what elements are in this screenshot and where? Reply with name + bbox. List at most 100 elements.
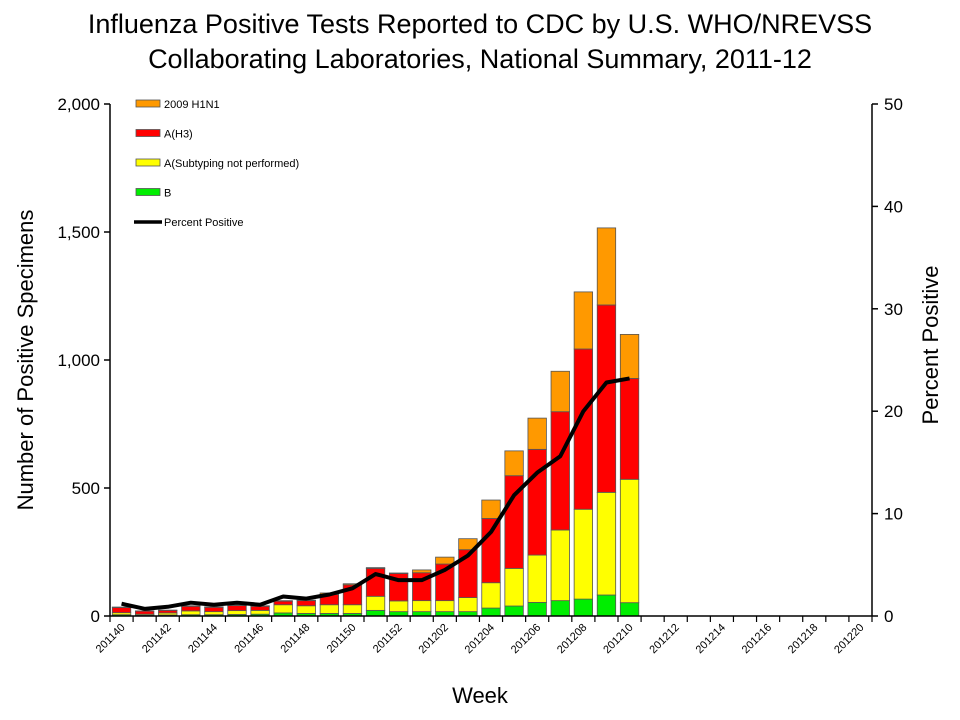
bar-2009-h1n1-201152 — [388, 572, 409, 574]
bar-a-h3--201207 — [550, 411, 570, 531]
bars — [111, 227, 640, 617]
y2-tick-label: 20 — [884, 402, 903, 421]
x-tick-label: 201204 — [463, 622, 497, 656]
bar-2009-h1n1-201206 — [527, 417, 547, 450]
x-tick-label: 201216 — [740, 622, 774, 656]
legend-label: 2009 H1N1 — [164, 99, 220, 111]
bar-a-subtyping-not-performed--201144 — [204, 611, 224, 616]
x-tick-label: 201220 — [832, 622, 866, 656]
bar-a-h3--201208 — [573, 348, 593, 510]
bar-a-subtyping-not-performed--201205 — [504, 567, 524, 607]
bar-a-subtyping-not-performed--201150 — [342, 604, 363, 614]
y2-tick-label: 50 — [884, 95, 903, 114]
x-tick-label: 201212 — [647, 622, 681, 656]
bar-a-h3--201144 — [204, 606, 224, 613]
legend-swatch — [135, 188, 161, 196]
bar-2009-h1n1-201208 — [573, 291, 593, 350]
bar-a-h3--201141 — [134, 610, 155, 615]
bar-2009-h1n1-201210 — [619, 333, 640, 379]
bar-a-h3--201210 — [619, 378, 640, 480]
axes: 0 500 1,000 1,500 2,000 0 10 20 30 40 50 201140 2011… — [57, 95, 902, 656]
bar-2009-h1n1-201204 — [481, 499, 501, 519]
legend-item: B — [135, 188, 171, 200]
x-tick-label: 201152 — [371, 622, 405, 656]
bar-b-201151 — [365, 609, 386, 617]
bar-b-201204 — [481, 607, 501, 617]
bar-a-subtyping-not-performed--201203 — [458, 597, 478, 613]
bar-2009-h1n1-201209 — [596, 227, 617, 306]
legend-swatch — [135, 158, 161, 167]
y2-tick-label: 30 — [884, 300, 903, 319]
bar-a-h3--201143 — [181, 605, 201, 612]
bar-2009-h1n1-201151 — [365, 567, 386, 569]
bar-a-h3--201204 — [481, 518, 501, 584]
x-tick-label: 201202 — [416, 622, 450, 656]
legend-item: 2009 H1N1 — [135, 99, 220, 111]
legend-swatch — [135, 129, 161, 137]
legend: 2009 H1N1 A(H3) A(Subtyping not performed)… — [134, 99, 299, 229]
y-axis-label: Number of Positive Specimens — [13, 210, 38, 511]
x-tick-label: 201148 — [279, 622, 313, 656]
bar-b-201207 — [550, 600, 570, 617]
x-tick-label: 201144 — [186, 622, 220, 656]
bar-a-subtyping-not-performed--201204 — [481, 582, 501, 609]
bar-b-201210 — [619, 602, 640, 617]
y-tick-label: 0 — [91, 607, 100, 626]
bar-a-subtyping-not-performed--201147 — [273, 604, 293, 614]
y-tick-label: 1,000 — [57, 351, 100, 370]
bar-a-subtyping-not-performed--201206 — [527, 554, 547, 603]
percent-positive-line — [121, 376, 630, 611]
bar-a-subtyping-not-performed--201152 — [388, 600, 409, 613]
bar-a-subtyping-not-performed--201148 — [296, 605, 316, 614]
bar-a-h3--201147 — [273, 600, 293, 606]
bar-a-h3--201146 — [250, 605, 270, 611]
bar-a-subtyping-not-performed--201210 — [619, 478, 640, 604]
bar-a-subtyping-not-performed--201149 — [319, 604, 339, 614]
y-tick-label: 1,500 — [57, 223, 100, 242]
bar-a-subtyping-not-performed--201145 — [227, 610, 247, 615]
x-tick-label: 201210 — [601, 622, 635, 656]
x-tick-label: 201208 — [555, 622, 589, 656]
bar-a-h3--201206 — [527, 448, 547, 556]
legend-item: Percent Positive — [134, 217, 243, 229]
chart-title-line-2: Collaborating Laboratories, National Sum… — [148, 44, 812, 74]
y2-tick-label: 0 — [884, 607, 893, 626]
chart-title-line-1: Influenza Positive Tests Reported to CDC… — [87, 9, 873, 39]
x-tick-label: 201218 — [786, 622, 820, 656]
legend-label: A(H3) — [164, 129, 193, 141]
legend-label: Percent Positive — [164, 217, 243, 229]
legend-item: A(Subtyping not performed) — [135, 158, 299, 170]
bar-a-subtyping-not-performed--201151 — [365, 595, 386, 611]
legend-item: A(H3) — [135, 129, 193, 141]
bar-a-subtyping-not-performed--201207 — [550, 529, 570, 602]
bar-b-201209 — [596, 594, 617, 617]
x-axis-label: Week — [452, 683, 509, 708]
bar-a-h3--201145 — [227, 605, 247, 612]
legend-label: B — [164, 188, 171, 200]
bar-a-subtyping-not-performed--201209 — [596, 491, 617, 596]
bar-a-subtyping-not-performed--201146 — [250, 609, 270, 615]
bar-2009-h1n1-201144 — [204, 606, 224, 608]
legend-swatch — [135, 99, 161, 108]
bar-2009-h1n1-201201 — [412, 569, 432, 574]
y2-axis-label: Percent Positive — [918, 266, 943, 425]
bar-b-201205 — [504, 605, 524, 617]
bar-a-h3--201209 — [596, 304, 617, 493]
bar-2009-h1n1-201205 — [504, 450, 524, 477]
x-tick-label: 201146 — [232, 622, 266, 656]
bar-2009-h1n1-201202 — [435, 556, 455, 565]
bar-a-subtyping-not-performed--201202 — [435, 600, 455, 613]
x-tick-label: 201150 — [325, 622, 359, 656]
bar-a-subtyping-not-performed--201208 — [573, 508, 593, 600]
y-tick-label: 500 — [72, 479, 100, 498]
legend-label: A(Subtyping not performed) — [164, 158, 299, 170]
bar-a-subtyping-not-performed--201143 — [181, 610, 201, 616]
bar-a-h3--201148 — [296, 600, 316, 607]
y2-tick-label: 40 — [884, 197, 903, 216]
bar-2009-h1n1-201207 — [550, 370, 570, 413]
bar-a-subtyping-not-performed--201201 — [412, 600, 432, 613]
x-tick-label: 201206 — [509, 622, 543, 656]
y2-tick-label: 10 — [884, 505, 903, 524]
x-tick-label: 201142 — [140, 622, 174, 656]
